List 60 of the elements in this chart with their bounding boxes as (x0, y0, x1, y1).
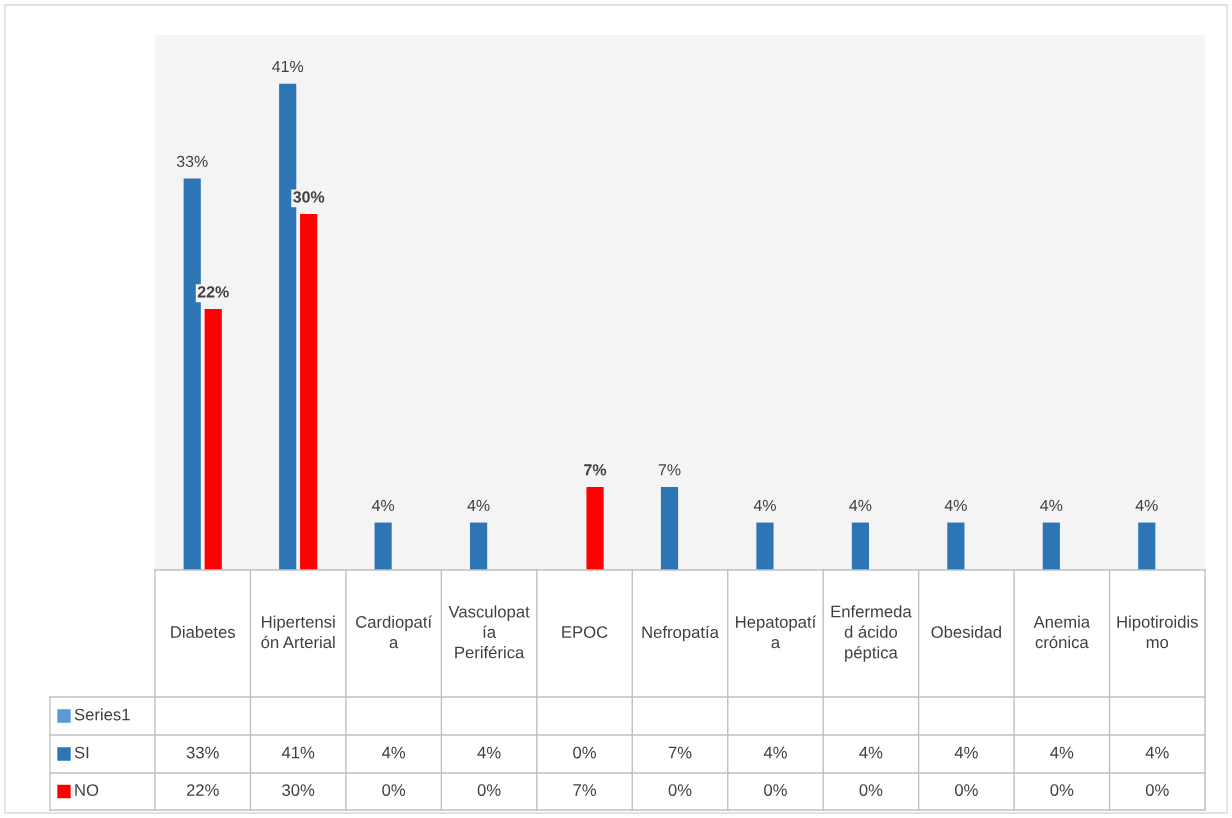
x-tick-label: Hipotiroidismo (1117, 615, 1198, 649)
text: 22% (197, 286, 229, 298)
bar (374, 522, 392, 570)
bar (756, 522, 774, 570)
text: 7% (658, 464, 681, 476)
text: 4% (467, 499, 490, 511)
data-label: 30% (282, 784, 315, 796)
data-label: 4% (381, 746, 406, 759)
data-label: 22% (186, 784, 219, 796)
text: 4% (753, 499, 776, 511)
x-tick-label: Hepatopatía (736, 615, 817, 649)
legend-label: NO (75, 784, 99, 796)
data-label: 0% (859, 784, 883, 796)
legend-label: Series1 (74, 708, 130, 721)
x-tick-label: Obesidad (931, 625, 1001, 638)
text: 4% (1135, 499, 1158, 511)
x-tick-label: Nefropatía (642, 625, 719, 642)
text: 33% (176, 155, 208, 168)
data-label: 4% (1050, 746, 1074, 759)
data-label: 4% (763, 746, 787, 759)
x-tick-label: Enfermedad ácido péptica (831, 605, 912, 662)
data-label: 0% (477, 784, 501, 796)
text: 30% (293, 191, 325, 203)
x-tick-label: EPOC (562, 626, 608, 638)
data-label: 0% (382, 784, 406, 796)
x-tick-label: Cardiopatía (356, 615, 433, 649)
data-label: 0% (573, 746, 596, 759)
bar (1138, 522, 1156, 570)
data-label: 0% (954, 784, 978, 796)
data-label: 0% (1050, 784, 1074, 796)
data-label: 41% (281, 746, 315, 759)
legend-label: SI (74, 746, 89, 759)
data-label: 7% (573, 784, 596, 796)
text: 4% (1040, 499, 1063, 511)
text: 4% (849, 499, 872, 511)
x-tick-label: Diabetes (171, 625, 236, 638)
data-label: 4% (954, 746, 978, 759)
bar (660, 486, 679, 570)
data-label: 33% (186, 746, 219, 759)
data-label: 4% (477, 746, 501, 759)
text: 7% (584, 464, 607, 476)
text: 4% (944, 499, 967, 511)
bar (586, 486, 604, 570)
bar (1042, 522, 1060, 570)
data-label: 7% (668, 746, 692, 759)
bar (947, 522, 965, 570)
x-tick-label: Vasculopatía Periférica (448, 605, 530, 659)
x-tick-label: Hipertensión Arterial (261, 615, 335, 649)
bar (851, 522, 869, 570)
data-label: 4% (859, 746, 883, 759)
data-label: 0% (1145, 784, 1169, 796)
bar (204, 309, 222, 570)
x-tick-label: Anemia crónica (1033, 615, 1091, 649)
bar (300, 214, 318, 570)
data-label: 0% (668, 784, 692, 796)
text: 4% (371, 499, 395, 511)
data-label: 0% (764, 784, 787, 796)
data-label: 4% (1145, 746, 1169, 759)
bar (470, 522, 488, 570)
text: 41% (272, 60, 304, 73)
